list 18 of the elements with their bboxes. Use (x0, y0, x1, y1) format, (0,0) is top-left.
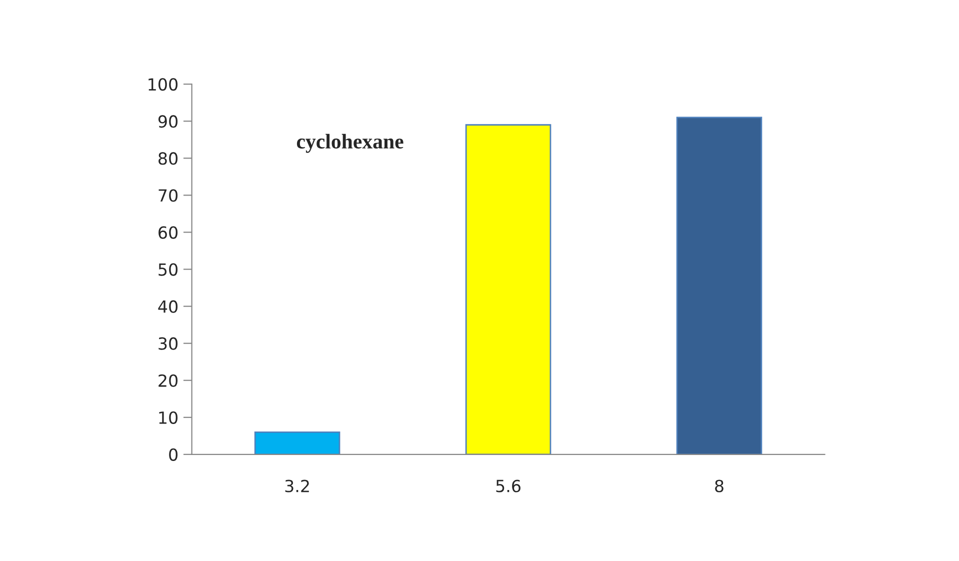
y-tick-label: 60 (158, 226, 178, 239)
bar (254, 432, 340, 454)
x-tick-label: 3.2 (285, 480, 309, 492)
y-tick-label: 20 (158, 374, 178, 387)
y-tick-label: 30 (158, 337, 178, 350)
y-tick-label: 0 (169, 448, 178, 461)
y-tick-label: 90 (158, 115, 178, 128)
x-tick-label: 5.6 (496, 480, 520, 492)
y-tick-label: 40 (158, 300, 178, 313)
bar (676, 116, 762, 454)
y-tick-label: 70 (158, 189, 178, 202)
y-tick-label: 80 (158, 152, 178, 165)
x-tick-label: 8 (715, 480, 724, 492)
y-tick-label: 10 (159, 411, 178, 424)
y-tick-label: 50 (158, 263, 178, 276)
annotation: cyclohexane (296, 134, 404, 153)
bar (465, 124, 552, 454)
y-tick-label: 100 (148, 78, 178, 91)
